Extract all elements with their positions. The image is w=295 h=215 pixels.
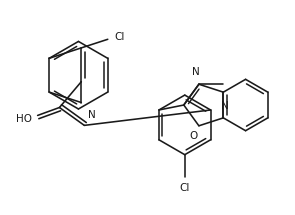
Text: O: O (190, 131, 198, 141)
Text: N: N (222, 101, 229, 111)
Text: HO: HO (16, 114, 32, 124)
Text: N: N (192, 67, 200, 77)
Text: N: N (88, 111, 96, 120)
Text: Cl: Cl (115, 32, 125, 42)
Text: Cl: Cl (180, 183, 190, 192)
